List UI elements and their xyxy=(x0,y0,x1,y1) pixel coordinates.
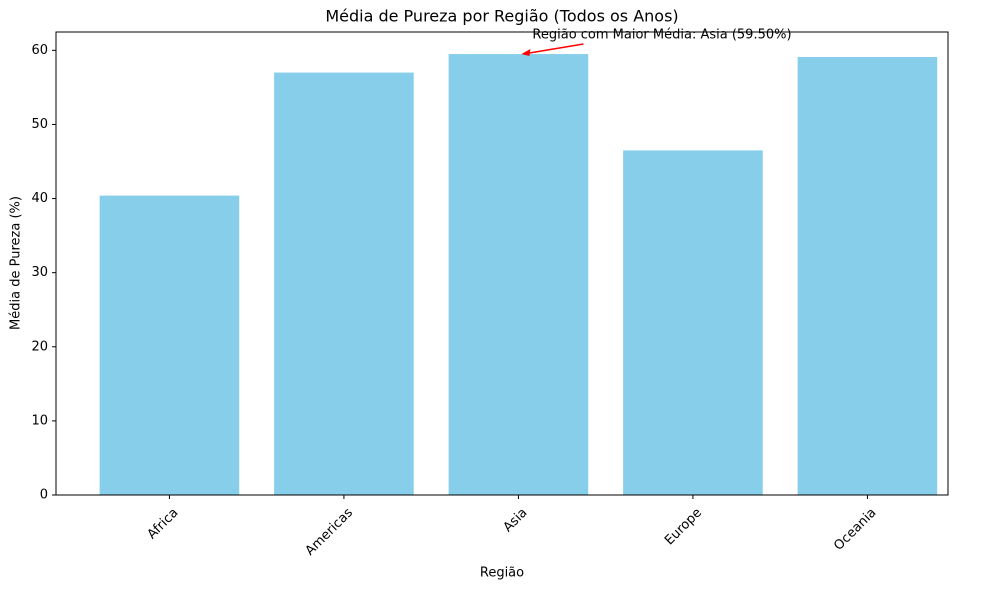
x-tick-label: Asia xyxy=(501,505,531,535)
chart-title: Média de Pureza por Região (Todos os Ano… xyxy=(325,7,678,26)
x-axis-label: Região xyxy=(480,566,524,581)
y-tick-label: 20 xyxy=(31,339,48,354)
bar xyxy=(797,57,938,496)
bar xyxy=(448,54,589,496)
y-axis-label: Média de Pureza (%) xyxy=(9,196,24,330)
x-tick-label: Africa xyxy=(145,505,182,542)
y-tick-label: 10 xyxy=(31,413,48,428)
y-tick-label: 60 xyxy=(31,43,48,58)
plot-frame xyxy=(55,31,949,496)
annotation: Região com Maior Média: Asia (59.50%) xyxy=(532,28,791,43)
x-tick-label: Oceania xyxy=(831,505,879,553)
y-tick-label: 30 xyxy=(31,265,48,280)
x-tick-label: Americas xyxy=(303,505,356,558)
annotation-arrow xyxy=(523,43,584,55)
bar xyxy=(623,150,763,496)
y-tick-label: 0 xyxy=(40,488,48,503)
bar xyxy=(99,195,240,495)
x-tick-label: Europe xyxy=(662,505,705,548)
bar xyxy=(274,72,414,496)
y-tick-label: 50 xyxy=(31,117,48,132)
annotation-arrowhead xyxy=(521,49,531,57)
y-tick-label: 40 xyxy=(31,191,48,206)
